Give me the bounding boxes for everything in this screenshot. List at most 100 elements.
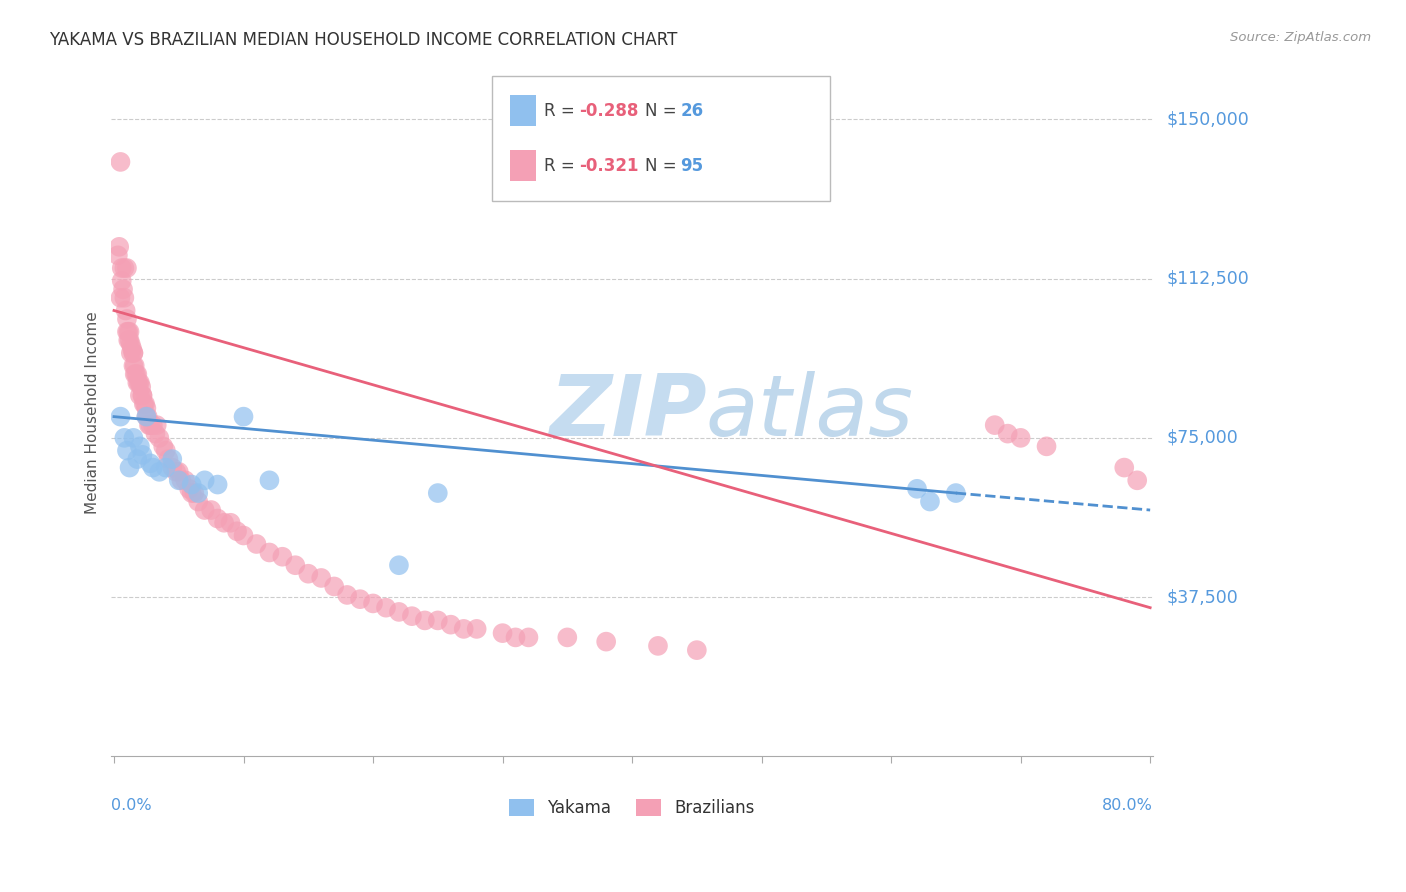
Point (135, 409, 157, 424)
Text: YAKAMA VS BRAZILIAN MEDIAN HOUSEHOLD INCOME CORRELATION CHART: YAKAMA VS BRAZILIAN MEDIAN HOUSEHOLD INC… (49, 31, 678, 49)
Text: 0.0%: 0.0% (111, 797, 152, 813)
Point (259, 545, 281, 559)
Point (139, 418, 162, 433)
Point (124, 359, 146, 373)
Point (207, 477, 229, 491)
Point (157, 452, 180, 467)
Point (112, 291, 135, 305)
Text: R =: R = (544, 102, 581, 120)
Point (323, 579, 346, 593)
Text: $150,000: $150,000 (1167, 111, 1250, 128)
Text: ZIP: ZIP (548, 371, 706, 454)
Point (174, 473, 197, 487)
Point (259, 473, 281, 487)
Point (491, 626, 513, 640)
Point (180, 486, 202, 500)
Point (129, 376, 152, 390)
Point (505, 631, 527, 645)
Point (111, 274, 134, 288)
Point (125, 367, 148, 381)
Point (226, 524, 249, 539)
Point (115, 443, 138, 458)
Point (183, 486, 205, 500)
Point (162, 460, 184, 475)
Point (117, 333, 139, 347)
Point (155, 443, 177, 458)
Point (155, 460, 177, 475)
Point (194, 503, 217, 517)
Point (207, 511, 229, 525)
Point (111, 261, 134, 276)
Point (122, 346, 145, 360)
Text: Source: ZipAtlas.com: Source: ZipAtlas.com (1230, 31, 1371, 45)
Point (686, 643, 709, 657)
Point (139, 456, 162, 470)
Point (117, 325, 139, 339)
Point (200, 503, 222, 517)
Point (129, 439, 152, 453)
Point (517, 631, 540, 645)
Point (145, 426, 167, 441)
Text: 26: 26 (681, 102, 703, 120)
Point (107, 248, 129, 262)
Point (110, 409, 132, 424)
Point (232, 528, 254, 542)
Point (465, 622, 488, 636)
Point (245, 537, 267, 551)
Point (121, 342, 143, 356)
Point (120, 346, 142, 360)
Point (127, 376, 149, 390)
Point (135, 401, 157, 416)
Point (426, 614, 449, 628)
Text: 95: 95 (681, 157, 703, 175)
Point (1126, 473, 1149, 487)
Point (219, 516, 242, 530)
Point (361, 596, 384, 610)
Point (336, 588, 359, 602)
Point (134, 397, 156, 411)
Point (148, 465, 170, 479)
Point (127, 452, 149, 467)
Point (945, 486, 967, 500)
Point (122, 431, 145, 445)
Point (1114, 460, 1136, 475)
Point (349, 592, 371, 607)
Point (179, 482, 201, 496)
Point (112, 431, 135, 445)
Point (187, 486, 209, 500)
Text: $75,000: $75,000 (1167, 429, 1239, 447)
Point (401, 609, 423, 624)
Point (115, 312, 138, 326)
Point (129, 380, 152, 394)
Point (129, 388, 152, 402)
Text: 80.0%: 80.0% (1102, 797, 1153, 813)
Point (997, 426, 1019, 441)
Point (145, 418, 167, 433)
Text: N =: N = (645, 102, 682, 120)
Point (232, 409, 254, 424)
Point (284, 558, 307, 573)
Point (122, 359, 145, 373)
Point (128, 376, 150, 390)
Point (167, 465, 190, 479)
Text: $37,500: $37,500 (1167, 588, 1239, 606)
Point (118, 325, 141, 339)
Point (112, 261, 135, 276)
Point (1010, 431, 1032, 445)
Point (110, 291, 132, 305)
Point (212, 516, 235, 530)
Point (108, 240, 131, 254)
Point (165, 465, 187, 479)
Point (118, 333, 141, 347)
Point (413, 614, 436, 628)
Y-axis label: Median Household Income: Median Household Income (86, 311, 100, 514)
Legend: Yakama, Brazilians: Yakama, Brazilians (502, 792, 762, 823)
Point (142, 418, 165, 433)
Point (170, 473, 193, 487)
Point (127, 367, 149, 381)
Text: atlas: atlas (704, 371, 912, 454)
Point (148, 431, 170, 445)
Point (187, 494, 209, 508)
Point (152, 439, 174, 453)
Text: -0.288: -0.288 (579, 102, 638, 120)
